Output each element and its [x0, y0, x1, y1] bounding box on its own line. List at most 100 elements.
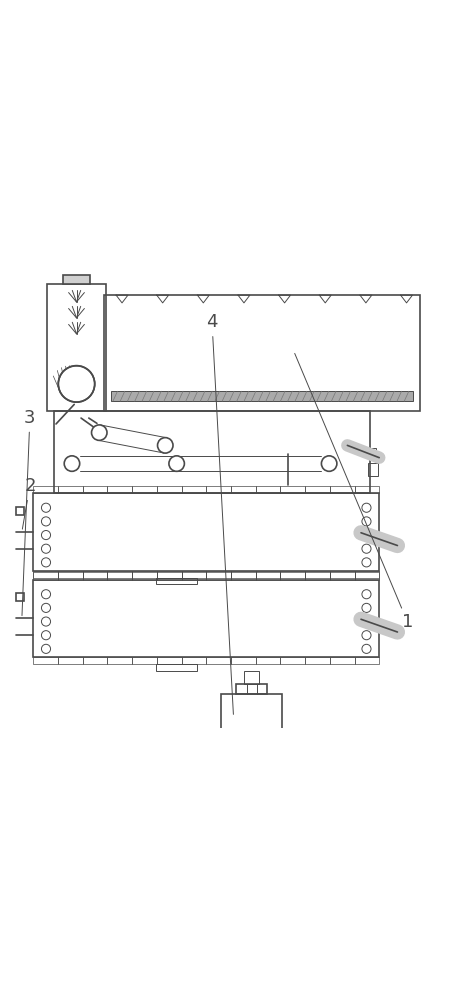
Bar [280, 657, 305, 664]
Bar [132, 486, 157, 493]
Circle shape [41, 644, 50, 653]
Bar [107, 572, 132, 580]
Bar [256, 486, 280, 493]
Circle shape [362, 631, 371, 640]
Bar [33, 657, 58, 664]
Circle shape [362, 544, 371, 553]
Bar [157, 657, 181, 664]
Bar [236, 684, 267, 694]
Bar [231, 571, 256, 578]
Circle shape [362, 517, 371, 526]
Bar [111, 391, 414, 401]
Bar [256, 572, 280, 580]
Bar [280, 572, 305, 580]
Text: 1: 1 [294, 353, 414, 631]
Text: 3: 3 [22, 409, 36, 616]
Bar [83, 486, 107, 493]
Bar [256, 657, 280, 664]
Bar [33, 493, 379, 571]
Circle shape [362, 530, 371, 540]
Bar [206, 571, 231, 578]
Bar [83, 572, 107, 580]
Bar [132, 571, 157, 578]
Bar [280, 571, 305, 578]
Bar [305, 571, 330, 578]
Bar [104, 295, 420, 411]
Bar [157, 571, 181, 578]
Bar [206, 657, 231, 664]
Bar [245, 671, 259, 684]
Bar [354, 486, 379, 493]
Bar [54, 411, 370, 493]
Circle shape [362, 503, 371, 512]
Bar [354, 572, 379, 580]
Bar [305, 657, 330, 664]
Bar [231, 657, 256, 664]
Bar [354, 571, 379, 578]
Bar [206, 572, 231, 580]
Circle shape [322, 456, 337, 471]
Circle shape [41, 558, 50, 567]
Bar [368, 448, 376, 456]
Bar [33, 580, 379, 657]
Circle shape [41, 631, 50, 640]
Bar [231, 572, 256, 580]
Bar [330, 657, 354, 664]
Bar [181, 486, 206, 493]
Bar [156, 664, 197, 671]
Circle shape [41, 590, 50, 599]
Circle shape [169, 456, 185, 471]
Circle shape [362, 558, 371, 567]
Bar [256, 571, 280, 578]
Circle shape [362, 617, 371, 626]
Bar [16, 593, 24, 601]
Circle shape [64, 456, 80, 471]
Bar [157, 486, 181, 493]
Bar [58, 572, 83, 580]
Bar [16, 507, 24, 515]
Circle shape [41, 617, 50, 626]
Bar [107, 657, 132, 664]
Circle shape [92, 425, 107, 440]
Bar [330, 571, 354, 578]
Bar [280, 486, 305, 493]
Bar [132, 657, 157, 664]
Bar [63, 275, 90, 284]
Bar [83, 571, 107, 578]
Bar [305, 572, 330, 580]
Bar [330, 572, 354, 580]
Bar [181, 572, 206, 580]
Bar [33, 486, 58, 493]
Circle shape [362, 590, 371, 599]
Circle shape [41, 503, 50, 512]
Circle shape [158, 438, 173, 453]
Bar [58, 571, 83, 578]
Bar [368, 463, 378, 476]
Bar [33, 571, 58, 578]
Bar [206, 486, 231, 493]
Circle shape [41, 544, 50, 553]
Circle shape [41, 603, 50, 612]
Bar [47, 284, 106, 411]
Text: 4: 4 [206, 313, 234, 714]
Bar [132, 572, 157, 580]
Bar [231, 486, 256, 493]
Bar [107, 486, 132, 493]
Circle shape [58, 366, 95, 402]
Bar [305, 486, 330, 493]
Text: 2: 2 [22, 477, 36, 529]
Bar [58, 486, 83, 493]
Circle shape [362, 644, 371, 653]
Bar [156, 578, 197, 584]
Circle shape [362, 603, 371, 612]
Bar [157, 572, 181, 580]
Bar [107, 571, 132, 578]
Bar [354, 657, 379, 664]
Bar [221, 694, 283, 740]
Bar [245, 766, 258, 775]
Bar [83, 657, 107, 664]
Bar [181, 571, 206, 578]
Bar [58, 657, 83, 664]
Bar [181, 657, 206, 664]
Circle shape [41, 530, 50, 540]
